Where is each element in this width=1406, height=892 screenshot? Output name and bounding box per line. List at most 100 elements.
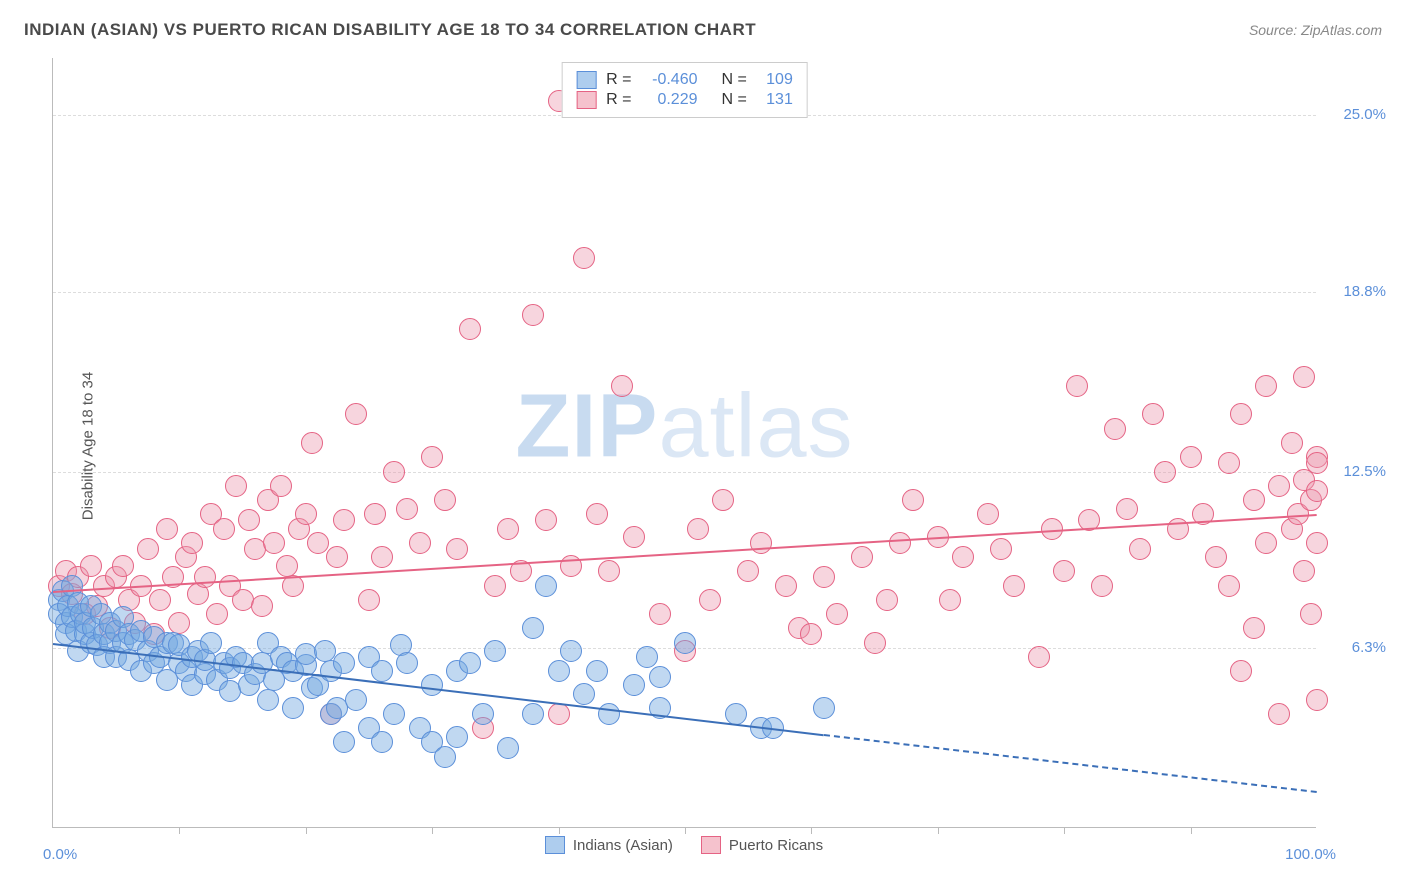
pink-point bbox=[484, 575, 506, 597]
stats-r-value: 0.229 bbox=[642, 91, 698, 109]
pink-point bbox=[586, 503, 608, 525]
x-tick bbox=[1191, 827, 1192, 834]
pink-point bbox=[168, 612, 190, 634]
x-tick bbox=[685, 827, 686, 834]
blue-point bbox=[333, 652, 355, 674]
stats-n-label: N = bbox=[722, 91, 747, 109]
pink-point bbox=[80, 555, 102, 577]
y-tick-label: 6.3% bbox=[1352, 639, 1386, 656]
pink-point bbox=[1104, 418, 1126, 440]
pink-point bbox=[1154, 461, 1176, 483]
x-tick bbox=[559, 827, 560, 834]
pink-point bbox=[1268, 703, 1290, 725]
pink-point bbox=[358, 589, 380, 611]
pink-point bbox=[939, 589, 961, 611]
pink-point bbox=[156, 518, 178, 540]
pink-point bbox=[573, 247, 595, 269]
y-tick-label: 18.8% bbox=[1343, 283, 1386, 300]
x-tick bbox=[938, 827, 939, 834]
blue-point bbox=[497, 737, 519, 759]
legend-swatch bbox=[545, 836, 565, 854]
legend-swatch bbox=[701, 836, 721, 854]
blue-point bbox=[421, 674, 443, 696]
stats-swatch bbox=[576, 71, 596, 89]
watermark: ZIPatlas bbox=[515, 376, 853, 479]
pink-point bbox=[548, 703, 570, 725]
blue-point bbox=[200, 632, 222, 654]
pink-point bbox=[333, 509, 355, 531]
pink-point bbox=[687, 518, 709, 540]
pink-point bbox=[295, 503, 317, 525]
legend-label: Puerto Ricans bbox=[729, 837, 823, 854]
pink-point bbox=[112, 555, 134, 577]
x-tick bbox=[811, 827, 812, 834]
blue-point bbox=[623, 674, 645, 696]
pink-point bbox=[383, 461, 405, 483]
pink-point bbox=[409, 532, 431, 554]
pink-point bbox=[1129, 538, 1151, 560]
pink-point bbox=[649, 603, 671, 625]
pink-point bbox=[270, 475, 292, 497]
blue-point bbox=[371, 731, 393, 753]
pink-point bbox=[611, 375, 633, 397]
blue-point bbox=[636, 646, 658, 668]
legend-item: Puerto Ricans bbox=[701, 836, 823, 854]
pink-point bbox=[1218, 452, 1240, 474]
pink-point bbox=[1255, 532, 1277, 554]
pink-point bbox=[775, 575, 797, 597]
blue-point bbox=[598, 703, 620, 725]
pink-point bbox=[712, 489, 734, 511]
blue-point bbox=[649, 666, 671, 688]
pink-point bbox=[889, 532, 911, 554]
pink-point bbox=[598, 560, 620, 582]
pink-point bbox=[952, 546, 974, 568]
stats-n-label: N = bbox=[722, 71, 747, 89]
watermark-light: atlas bbox=[658, 377, 853, 477]
pink-point bbox=[977, 503, 999, 525]
pink-point bbox=[1230, 403, 1252, 425]
blue-point bbox=[535, 575, 557, 597]
y-tick-label: 12.5% bbox=[1343, 463, 1386, 480]
pink-point bbox=[1300, 603, 1322, 625]
pink-point bbox=[1167, 518, 1189, 540]
pink-point bbox=[522, 304, 544, 326]
blue-point bbox=[586, 660, 608, 682]
pink-point bbox=[345, 403, 367, 425]
pink-point bbox=[864, 632, 886, 654]
pink-point bbox=[225, 475, 247, 497]
stats-swatch bbox=[576, 91, 596, 109]
stats-r-value: -0.460 bbox=[642, 71, 698, 89]
pink-point bbox=[434, 489, 456, 511]
pink-point bbox=[181, 532, 203, 554]
pink-point bbox=[1268, 475, 1290, 497]
legend-label: Indians (Asian) bbox=[573, 837, 673, 854]
pink-point bbox=[263, 532, 285, 554]
blue-point bbox=[333, 731, 355, 753]
pink-point bbox=[1180, 446, 1202, 468]
pink-point bbox=[459, 318, 481, 340]
plot-area: ZIPatlas R =-0.460N =109R =0.229N =131 6… bbox=[52, 58, 1316, 828]
pink-point bbox=[446, 538, 468, 560]
pink-point bbox=[1041, 518, 1063, 540]
pink-point bbox=[206, 603, 228, 625]
blue-point bbox=[459, 652, 481, 674]
pink-point bbox=[813, 566, 835, 588]
pink-point bbox=[149, 589, 171, 611]
pink-point bbox=[1003, 575, 1025, 597]
pink-point bbox=[1116, 498, 1138, 520]
blue-point bbox=[548, 660, 570, 682]
pink-point bbox=[1306, 689, 1328, 711]
blue-point bbox=[522, 703, 544, 725]
pink-point bbox=[396, 498, 418, 520]
stats-box: R =-0.460N =109R =0.229N =131 bbox=[561, 62, 808, 118]
pink-point bbox=[1306, 532, 1328, 554]
grid-line bbox=[53, 292, 1316, 293]
pink-point bbox=[737, 560, 759, 582]
pink-point bbox=[990, 538, 1012, 560]
blue-point bbox=[396, 652, 418, 674]
y-tick-label: 25.0% bbox=[1343, 106, 1386, 123]
watermark-bold: ZIP bbox=[515, 377, 658, 477]
pink-point bbox=[326, 546, 348, 568]
blue-point bbox=[345, 689, 367, 711]
pink-point bbox=[1028, 646, 1050, 668]
